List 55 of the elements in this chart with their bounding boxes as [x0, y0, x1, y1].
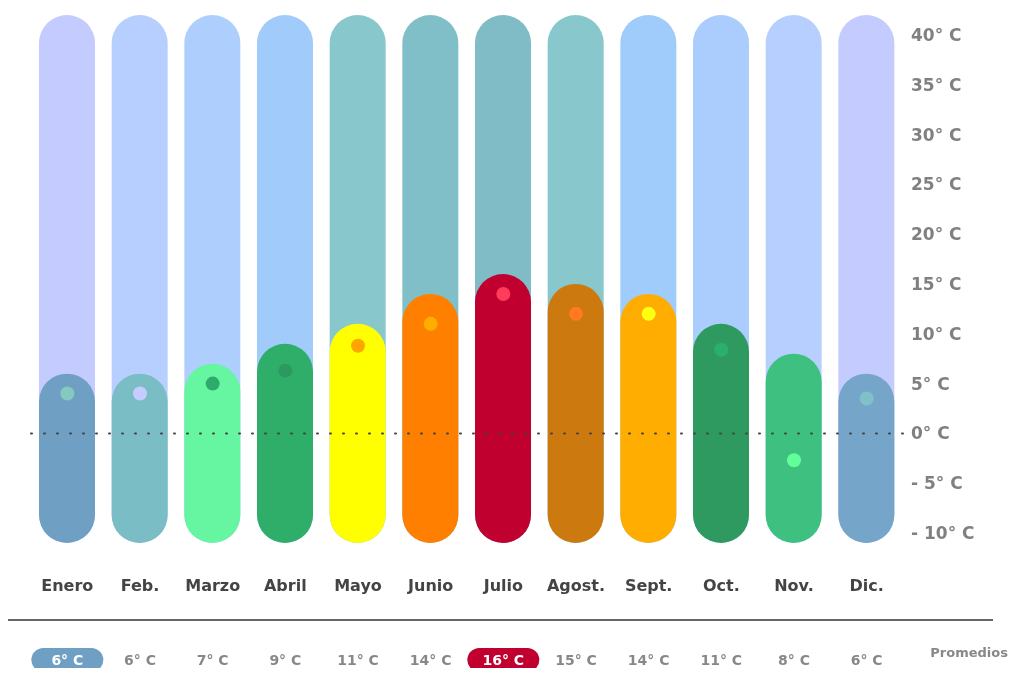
bar: [257, 343, 313, 543]
bar: [329, 323, 386, 543]
point: [569, 306, 583, 321]
x-tick-label: Dic.: [849, 576, 884, 595]
y-tick-label: - 5° C: [911, 473, 963, 494]
x-tick-label: Mayo: [334, 576, 382, 595]
bar: [402, 293, 459, 543]
x-tick-label: Sept.: [624, 576, 673, 595]
point: [205, 376, 220, 391]
bar: [765, 353, 822, 543]
y-tick-label: 20° C: [911, 224, 962, 245]
point: [787, 453, 801, 468]
y-tick-label: 10° C: [911, 323, 962, 344]
point: [351, 338, 365, 353]
text: 16° C: [482, 652, 525, 668]
bar: [547, 283, 604, 543]
y-tick-label: 25° C: [911, 174, 962, 195]
point: [133, 386, 147, 401]
point: [859, 391, 874, 406]
text: 6° C: [124, 652, 156, 668]
y-tick-label: 0° C: [911, 423, 950, 444]
point: [423, 316, 438, 331]
x-tick-label: Abril: [263, 576, 307, 595]
x-tick-label: Nov.: [774, 576, 814, 595]
text: 6° C: [51, 652, 84, 668]
text: 15° C: [555, 652, 597, 668]
point: [641, 306, 656, 321]
text: 6° C: [850, 652, 883, 668]
y-tick-label: - 10° C: [911, 523, 975, 544]
bar: [693, 323, 749, 543]
text: 11° C: [700, 652, 743, 668]
text: Promedios: [930, 645, 1008, 660]
text: 14° C: [409, 652, 452, 668]
y-tick-label: 15° C: [911, 274, 962, 295]
x-tick-label: Feb.: [120, 576, 160, 595]
y-tick-label: 35° C: [911, 74, 962, 95]
text: 9° C: [269, 652, 302, 668]
text: 7° C: [196, 652, 229, 668]
x-tick-label: Enero: [41, 576, 94, 595]
y-tick-label: 5° C: [911, 373, 950, 394]
x-tick-label: Julio: [482, 576, 523, 595]
text: 14° C: [627, 652, 670, 668]
y-tick-label: 30° C: [911, 124, 962, 145]
x-tick-label: Oct.: [702, 576, 740, 595]
point: [496, 286, 511, 301]
point: [60, 386, 75, 401]
text: 11° C: [337, 652, 379, 668]
x-tick-label: Agost.: [546, 576, 606, 595]
x-tick-label: Marzo: [185, 576, 241, 595]
bar: [620, 293, 677, 543]
y-tick-label: 40° C: [911, 24, 962, 45]
bar: [475, 274, 531, 543]
text: 8° C: [778, 652, 810, 668]
x-tick-label: Junio: [407, 576, 454, 595]
bar: [184, 363, 241, 543]
